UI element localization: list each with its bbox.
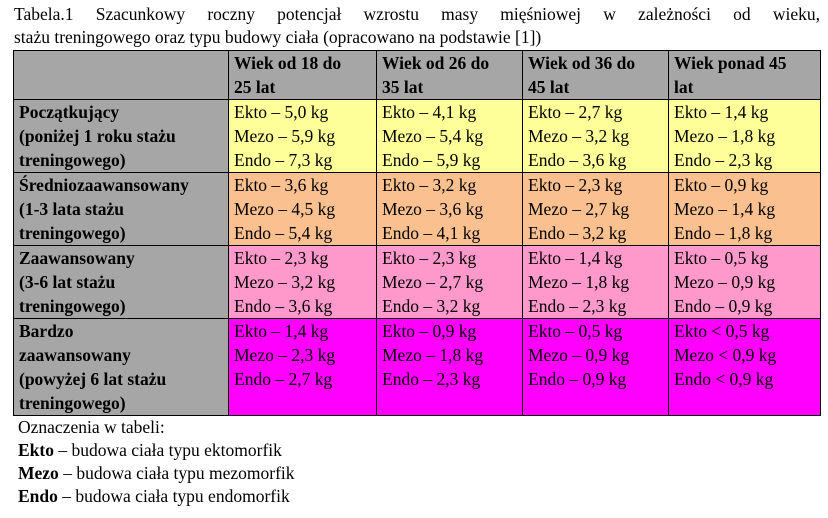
table-cell: Ekto – 1,4 kg Mezo – 2,3 kg Endo – 2,7 k… [228,318,377,416]
column-header: Wiek od 26 do 35 lat [376,50,523,100]
table-row: Bardzo zaawansowany (powyżej 6 lat stażu… [13,318,821,416]
row-header: Bardzo zaawansowany (powyżej 6 lat stażu… [13,318,229,416]
table-cell: Ekto – 3,2 kg Mezo – 3,6 kg Endo – 4,1 k… [376,172,523,246]
table-cell: Ekto – 0,9 kg Mezo – 1,4 kg Endo – 1,8 k… [668,172,821,246]
caption-line-1: Tabela.1 Szacunkowy roczny potencjał wzr… [14,4,820,24]
table-row: Średniozaawansowany (1-3 lata stażu tren… [13,172,821,246]
table-cell: Ekto – 3,6 kg Mezo – 4,5 kg Endo – 5,4 k… [228,172,377,246]
legend-term: Ekto [18,440,54,460]
table-row: Zaawansowany (3-6 lat stażu treningowego… [13,245,821,319]
legend: Oznaczenia w tabeli: Ekto – budowa ciała… [18,416,295,508]
legend-title: Oznaczenia w tabeli: [18,417,165,437]
table-cell: Ekto – 5,0 kg Mezo – 5,9 kg Endo – 7,3 k… [228,99,377,173]
header-row: Wiek od 18 do 25 lat Wiek od 26 do 35 la… [13,50,821,100]
legend-desc: – budowa ciała typu endomorfik [57,486,290,506]
legend-term: Mezo [18,463,59,483]
table-cell: Ekto – 2,7 kg Mezo – 3,2 kg Endo – 3,6 k… [522,99,669,173]
legend-item: Mezo – budowa ciała typu mezomorfik [18,462,295,485]
table-cell: Ekto – 0,9 kg Mezo – 1,8 kg Endo – 2,3 k… [376,318,523,416]
table-cell: Ekto – 2,3 kg Mezo – 2,7 kg Endo – 3,2 k… [376,245,523,319]
legend-item: Ekto – budowa ciała typu ektomorfik [18,439,295,462]
legend-item: Endo – budowa ciała typu endomorfik [18,485,295,508]
row-header: Zaawansowany (3-6 lat stażu treningowego… [13,245,229,319]
table-cell: Ekto – 1,4 kg Mezo – 1,8 kg Endo – 2,3 k… [522,245,669,319]
muscle-gain-table: Wiek od 18 do 25 lat Wiek od 26 do 35 la… [13,50,821,416]
table-cell: Ekto – 1,4 kg Mezo – 1,8 kg Endo – 2,3 k… [668,99,821,173]
table-cell: Ekto – 2,3 kg Mezo – 3,2 kg Endo – 3,6 k… [228,245,377,319]
row-header: Średniozaawansowany (1-3 lata stażu tren… [13,172,229,246]
legend-desc: – budowa ciała typu mezomorfik [58,463,295,483]
column-header: Wiek ponad 45 lat [668,50,821,100]
legend-term: Endo [18,486,58,506]
table-caption: Tabela.1 Szacunkowy roczny potencjał wzr… [14,3,820,49]
row-header: Początkujący (poniżej 1 roku stażu treni… [13,99,229,173]
legend-desc: – budowa ciała typu ektomorfik [53,440,282,460]
table-cell: Ekto – 0,5 kg Mezo – 0,9 kg Endo – 0,9 k… [668,245,821,319]
table-cell: Ekto – 2,3 kg Mezo – 2,7 kg Endo – 3,2 k… [522,172,669,246]
column-header: Wiek od 18 do 25 lat [228,50,377,100]
table-row: Początkujący (poniżej 1 roku stażu treni… [13,99,821,173]
column-header: Wiek od 36 do 45 lat [522,50,669,100]
table-cell: Ekto – 4,1 kg Mezo – 5,4 kg Endo – 5,9 k… [376,99,523,173]
table-cell: Ekto – 0,5 kg Mezo – 0,9 kg Endo – 0,9 k… [522,318,669,416]
corner-cell [13,50,229,100]
table-cell: Ekto < 0,5 kg Mezo < 0,9 kg Endo < 0,9 k… [668,318,821,416]
caption-line-2: stażu treningowego oraz typu budowy ciał… [14,27,542,47]
